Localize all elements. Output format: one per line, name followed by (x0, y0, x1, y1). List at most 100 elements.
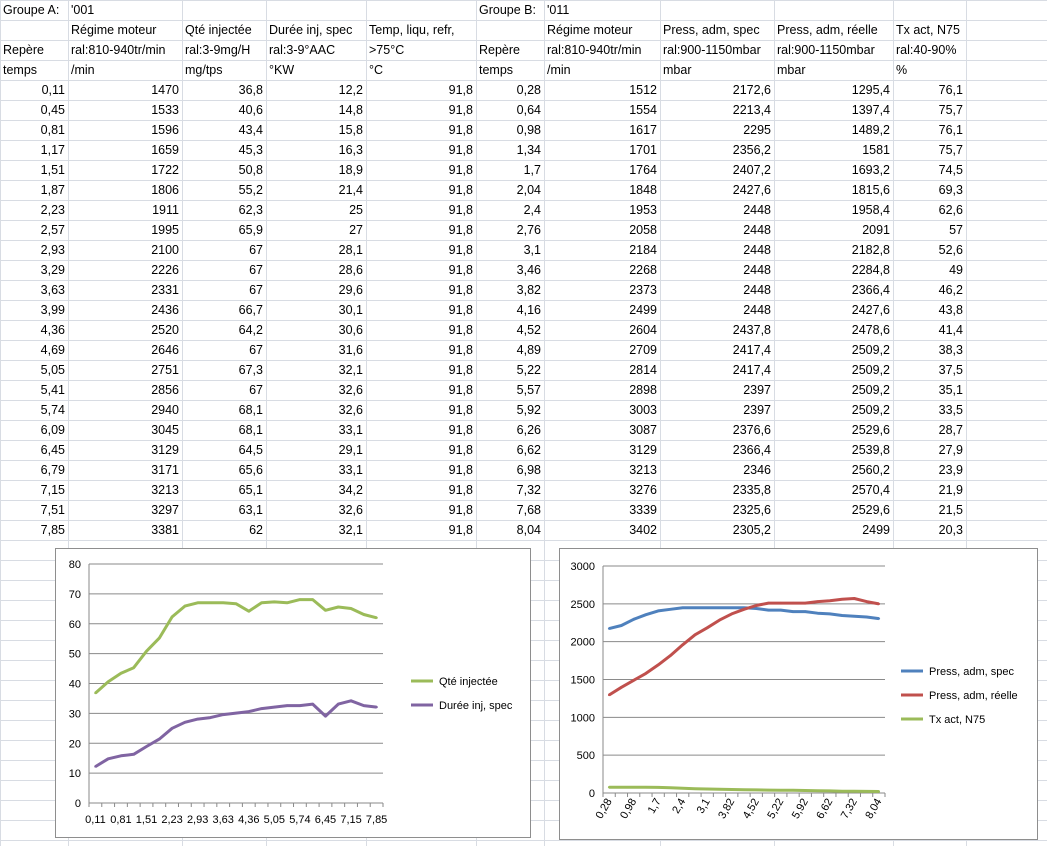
table-cell[interactable]: 5,57 (516, 383, 541, 397)
table-cell[interactable]: 3003 (629, 403, 657, 417)
table-cell[interactable]: 2366,4 (851, 283, 890, 297)
table-cell[interactable]: 40,6 (238, 103, 263, 117)
table-cell[interactable]: 5,74 (40, 403, 65, 417)
table-cell[interactable]: 6,26 (516, 423, 541, 437)
table-cell[interactable]: 1,17 (40, 143, 65, 157)
table-cell[interactable]: 2,04 (516, 183, 541, 197)
chart-pressure[interactable]: 0 500 1000 1500 2000 2500 3000 0,28 0,98 1,7 2,4 3,… (559, 548, 1038, 840)
table-cell[interactable]: 2397 (743, 383, 771, 397)
table-cell[interactable]: 45,3 (238, 143, 263, 157)
table-cell[interactable]: 1911 (152, 203, 179, 217)
b-col0-spec[interactable]: Repère (479, 43, 520, 57)
table-cell[interactable]: 3,63 (40, 283, 65, 297)
table-cell[interactable]: 91,8 (448, 143, 473, 157)
table-cell[interactable]: 1554 (629, 103, 657, 117)
table-cell[interactable]: 29,6 (338, 283, 363, 297)
table-cell[interactable]: 57 (949, 223, 963, 237)
table-cell[interactable]: 69,3 (938, 183, 963, 197)
table-cell[interactable]: 62,3 (238, 203, 263, 217)
table-cell[interactable]: 64,5 (238, 443, 263, 457)
table-cell[interactable]: 55,2 (238, 183, 263, 197)
table-cell[interactable]: 14,8 (338, 103, 363, 117)
table-cell[interactable]: 3,1 (523, 243, 541, 257)
a-col4-spec[interactable]: >75°C (369, 43, 405, 57)
table-cell[interactable]: 91,8 (448, 403, 473, 417)
table-cell[interactable]: 6,62 (516, 443, 541, 457)
table-cell[interactable]: 1470 (151, 83, 179, 97)
table-cell[interactable]: 2499 (629, 303, 657, 317)
table-cell[interactable]: 7,68 (516, 503, 541, 517)
table-cell[interactable]: 3,29 (40, 263, 65, 277)
table-cell[interactable]: 2898 (629, 383, 657, 397)
table-cell[interactable]: 38,3 (938, 343, 963, 357)
table-cell[interactable]: 2448 (743, 303, 771, 317)
table-cell[interactable]: 2417,4 (732, 363, 771, 377)
table-cell[interactable]: 1806 (151, 183, 179, 197)
table-cell[interactable]: 32,6 (338, 403, 363, 417)
b-col3-name[interactable]: Press, adm, réelle (777, 23, 878, 37)
table-cell[interactable]: 2184 (629, 243, 657, 257)
table-cell[interactable]: 2373 (629, 283, 657, 297)
b-col2-unit[interactable]: mbar (663, 63, 692, 77)
b-col1-spec[interactable]: ral:810-940tr/min (547, 43, 642, 57)
table-cell[interactable]: 1295,4 (851, 83, 890, 97)
table-cell[interactable]: 1659 (151, 143, 179, 157)
table-cell[interactable]: 91,8 (448, 503, 473, 517)
table-cell[interactable]: 3297 (151, 503, 179, 517)
b-col4-spec[interactable]: ral:40-90% (896, 43, 957, 57)
table-cell[interactable]: 3,46 (516, 263, 541, 277)
table-cell[interactable]: 2509,2 (851, 403, 890, 417)
table-cell[interactable]: 7,51 (40, 503, 65, 517)
b-col2-spec[interactable]: ral:900-1150mbar (663, 43, 761, 57)
table-cell[interactable]: 2,93 (40, 243, 65, 257)
table-cell[interactable]: 33,1 (338, 463, 363, 477)
table-cell[interactable]: 2427,6 (851, 303, 890, 317)
table-cell[interactable]: 2539,8 (851, 443, 890, 457)
table-cell[interactable]: 2,76 (516, 223, 541, 237)
a-col3-name[interactable]: Durée inj, spec (269, 23, 353, 37)
table-cell[interactable]: 1953 (629, 203, 657, 217)
table-cell[interactable]: 2213,4 (732, 103, 771, 117)
table-cell[interactable]: 5,22 (516, 363, 541, 377)
table-cell[interactable]: 2529,6 (851, 503, 890, 517)
b-col3-spec[interactable]: ral:900-1150mbar (777, 43, 875, 57)
table-cell[interactable]: 7,85 (40, 523, 65, 537)
table-cell[interactable]: 67 (249, 343, 263, 357)
table-cell[interactable]: 30,6 (338, 323, 363, 337)
table-cell[interactable]: 32,6 (338, 503, 363, 517)
table-cell[interactable]: 31,6 (338, 343, 363, 357)
table-cell[interactable]: 3087 (629, 423, 657, 437)
table-cell[interactable]: 3129 (151, 443, 179, 457)
group-a-code[interactable]: '001 (71, 3, 95, 17)
a-col1-name[interactable]: Régime moteur (71, 23, 157, 37)
a-col4-name[interactable]: Temp, liqu, refr, (369, 23, 455, 37)
table-cell[interactable]: 67 (249, 383, 263, 397)
table-cell[interactable]: 91,8 (448, 383, 473, 397)
table-cell[interactable]: 3045 (151, 423, 179, 437)
table-cell[interactable]: 2,23 (40, 203, 65, 217)
table-cell[interactable]: 1533 (151, 103, 179, 117)
table-cell[interactable]: 0,64 (516, 103, 541, 117)
table-cell[interactable]: 91,8 (448, 243, 473, 257)
a-col0-unit[interactable]: temps (3, 63, 38, 77)
table-cell[interactable]: 33,1 (338, 423, 363, 437)
table-cell[interactable]: 2325,6 (732, 503, 771, 517)
table-cell[interactable]: 2448 (743, 223, 771, 237)
table-cell[interactable]: 2100 (151, 243, 179, 257)
table-cell[interactable]: 1397,4 (851, 103, 890, 117)
table-cell[interactable]: 91,8 (448, 443, 473, 457)
table-cell[interactable]: 1,34 (516, 143, 541, 157)
table-cell[interactable]: 21,9 (938, 483, 963, 497)
table-cell[interactable]: 2856 (151, 383, 179, 397)
table-cell[interactable]: 91,8 (448, 363, 473, 377)
table-cell[interactable]: 0,11 (41, 83, 65, 97)
table-cell[interactable]: 33,5 (938, 403, 963, 417)
a-col3-unit[interactable]: °KW (269, 63, 295, 77)
table-cell[interactable]: 2570,4 (851, 483, 890, 497)
table-cell[interactable]: 32,6 (338, 383, 363, 397)
table-cell[interactable]: 25 (349, 203, 363, 217)
table-cell[interactable]: 2509,2 (851, 363, 890, 377)
table-cell[interactable]: 91,8 (448, 423, 473, 437)
table-cell[interactable]: 2604 (629, 323, 657, 337)
table-cell[interactable]: 2366,4 (732, 443, 771, 457)
